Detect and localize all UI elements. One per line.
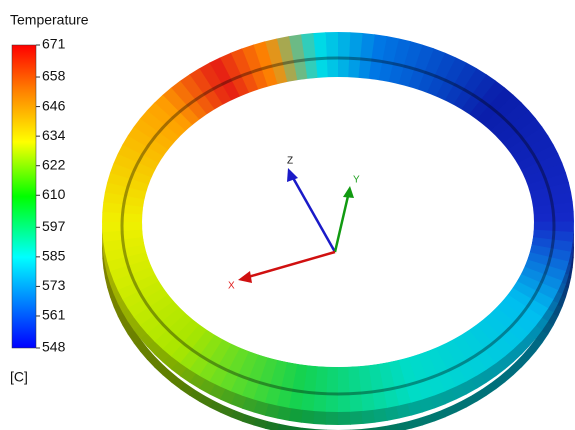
color-legend: Temperature [C] 671 658 646 634 622 610 597 585… — [10, 12, 89, 385]
tick-label: 573 — [42, 277, 66, 293]
axis-label: Z — [287, 156, 293, 167]
tick-label: 634 — [42, 127, 66, 143]
tick-label: 622 — [42, 156, 66, 172]
tick-label: 671 — [42, 36, 66, 52]
tick-label: 610 — [42, 186, 66, 202]
ring-facet — [265, 421, 279, 430]
ring-facet — [337, 32, 350, 77]
ring-facet — [289, 426, 303, 430]
viewport: Z Y X Temperature [C] 671 658 646 634 622 610… — [0, 0, 575, 430]
tick-label: 561 — [42, 307, 66, 323]
tick-label: 658 — [42, 68, 66, 84]
ring-hole — [142, 77, 534, 367]
ring-facet — [326, 367, 339, 412]
ring-facet — [277, 424, 291, 430]
tick-label: 597 — [42, 218, 66, 234]
legend-title: Temperature — [10, 12, 89, 28]
axis-label: Y — [353, 175, 360, 186]
tick-label: 646 — [42, 97, 66, 113]
axis-label: X — [228, 281, 235, 292]
color-bar — [12, 45, 36, 348]
ring-model — [102, 32, 574, 430]
tick-label: 548 — [42, 339, 66, 355]
legend-unit: [C] — [10, 369, 28, 385]
tick-label: 585 — [42, 248, 66, 264]
